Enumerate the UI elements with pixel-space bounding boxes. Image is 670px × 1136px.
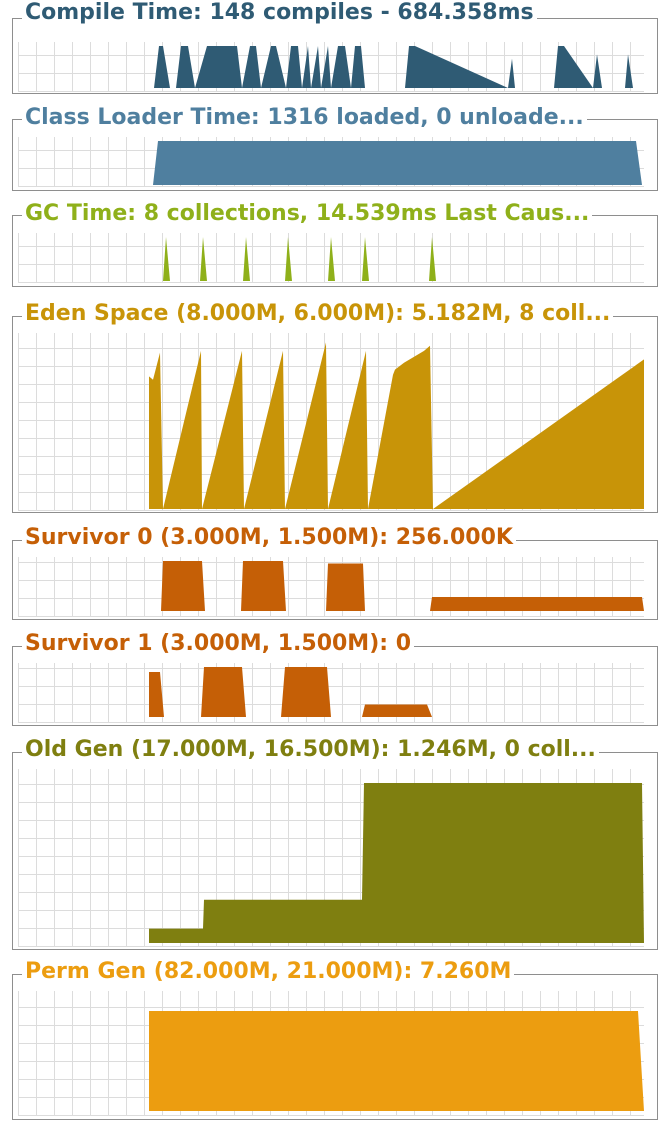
gc-time-title: GC Time: 8 collections, 14.539ms Last Ca… bbox=[22, 201, 593, 227]
old-gen-title: Old Gen (17.000M, 16.500M): 1.246M, 0 co… bbox=[22, 737, 599, 763]
survivor-1-plot bbox=[18, 663, 644, 723]
series-area bbox=[18, 783, 644, 943]
series-area bbox=[18, 1011, 644, 1111]
class-loader-time-plot bbox=[18, 137, 644, 187]
series-area bbox=[18, 561, 644, 611]
compile-time-plot bbox=[18, 42, 644, 92]
class-loader-time-panel: Class Loader Time: 1316 loaded, 0 unload… bbox=[0, 105, 670, 195]
perm-gen-plot bbox=[18, 991, 644, 1116]
eden-space-title: Eden Space (8.000M, 6.000M): 5.182M, 8 c… bbox=[22, 301, 614, 327]
perm-gen-title: Perm Gen (82.000M, 21.000M): 7.260M bbox=[22, 959, 515, 985]
eden-space-plot bbox=[18, 333, 644, 511]
series-area bbox=[18, 667, 644, 717]
class-loader-time-title: Class Loader Time: 1316 loaded, 0 unload… bbox=[22, 105, 587, 131]
old-gen-plot bbox=[18, 769, 644, 947]
grid bbox=[18, 42, 644, 92]
survivor-0-panel: Survivor 0 (3.000M, 1.500M): 256.000K bbox=[0, 525, 670, 625]
gc-time-panel: GC Time: 8 collections, 14.539ms Last Ca… bbox=[0, 201, 670, 291]
survivor-0-title: Survivor 0 (3.000M, 1.500M): 256.000K bbox=[22, 525, 516, 551]
series-area bbox=[18, 141, 644, 185]
gc-time-plot bbox=[18, 233, 644, 283]
perm-gen-panel: Perm Gen (82.000M, 21.000M): 7.260M bbox=[0, 959, 670, 1124]
series-area bbox=[18, 237, 644, 281]
compile-time-title: Compile Time: 148 compiles - 684.358ms bbox=[22, 0, 537, 26]
series-area bbox=[18, 46, 644, 88]
survivor-1-panel: Survivor 1 (3.000M, 1.500M): 0 bbox=[0, 631, 670, 731]
old-gen-panel: Old Gen (17.000M, 16.500M): 1.246M, 0 co… bbox=[0, 737, 670, 955]
grid bbox=[18, 663, 644, 723]
survivor-1-title: Survivor 1 (3.000M, 1.500M): 0 bbox=[22, 631, 415, 657]
compile-time-panel: Compile Time: 148 compiles - 684.358ms bbox=[0, 0, 670, 98]
series-area bbox=[18, 342, 644, 509]
survivor-0-plot bbox=[18, 557, 644, 617]
eden-space-panel: Eden Space (8.000M, 6.000M): 5.182M, 8 c… bbox=[0, 301, 670, 518]
